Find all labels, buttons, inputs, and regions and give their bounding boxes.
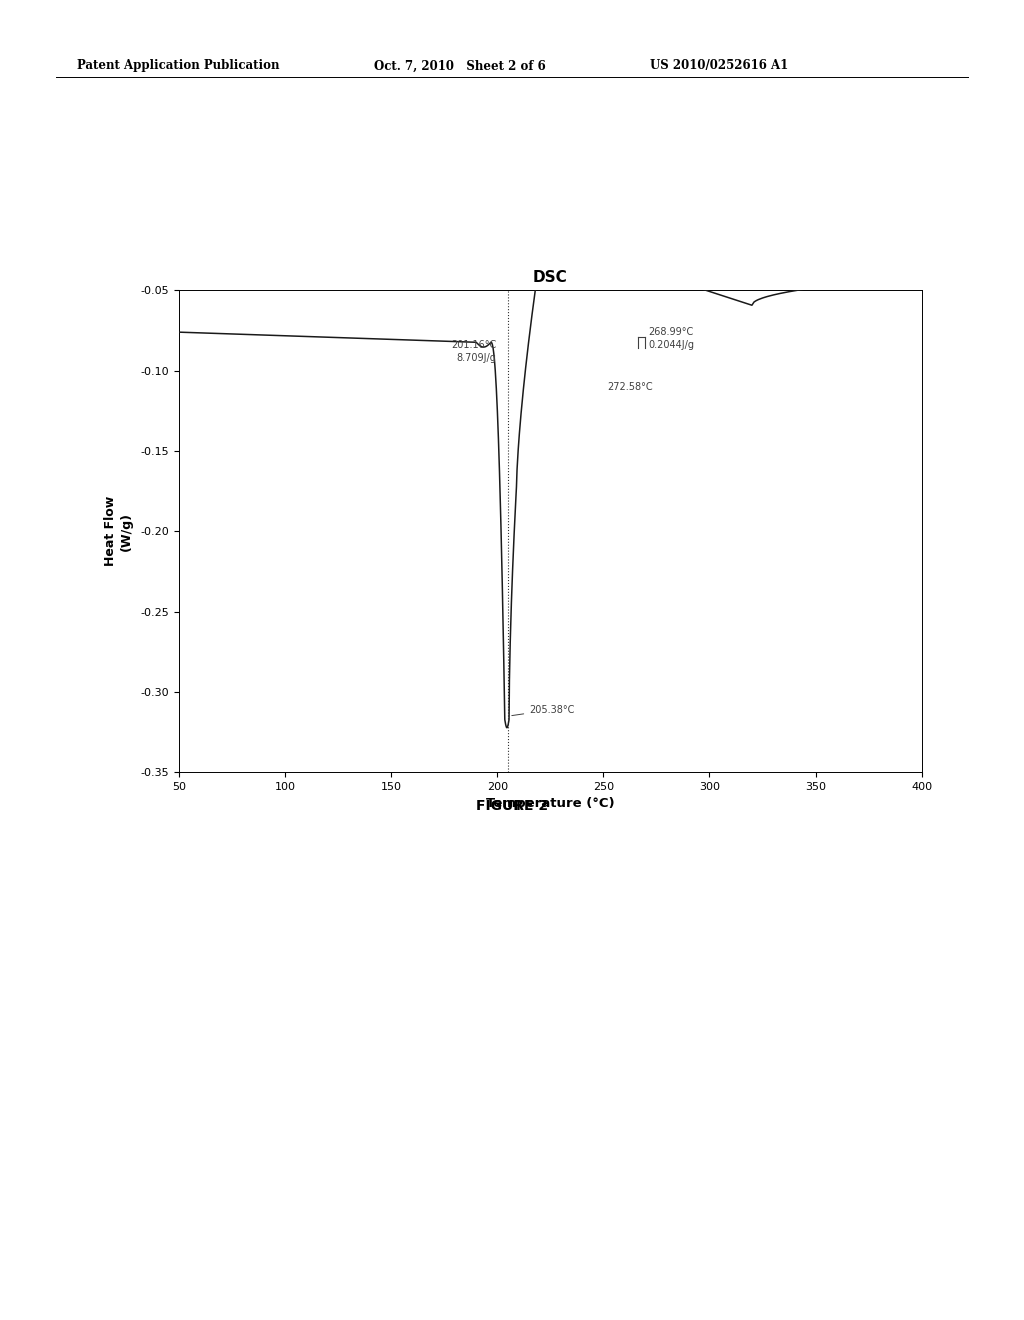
X-axis label: Temperature (°C): Temperature (°C) — [486, 797, 614, 810]
Text: US 2010/0252616 A1: US 2010/0252616 A1 — [650, 59, 788, 73]
Title: DSC: DSC — [534, 271, 567, 285]
Text: 201.16°C
8.709J/g: 201.16°C 8.709J/g — [451, 341, 497, 363]
Text: Patent Application Publication: Patent Application Publication — [77, 59, 280, 73]
Text: FIGURE 2: FIGURE 2 — [476, 799, 548, 813]
Text: 205.38°C: 205.38°C — [512, 705, 574, 715]
Text: 272.58°C: 272.58°C — [607, 381, 653, 392]
Y-axis label: Heat Flow
(W/g): Heat Flow (W/g) — [104, 496, 132, 566]
Text: Oct. 7, 2010   Sheet 2 of 6: Oct. 7, 2010 Sheet 2 of 6 — [374, 59, 546, 73]
Text: 268.99°C
0.2044J/g: 268.99°C 0.2044J/g — [648, 327, 694, 350]
